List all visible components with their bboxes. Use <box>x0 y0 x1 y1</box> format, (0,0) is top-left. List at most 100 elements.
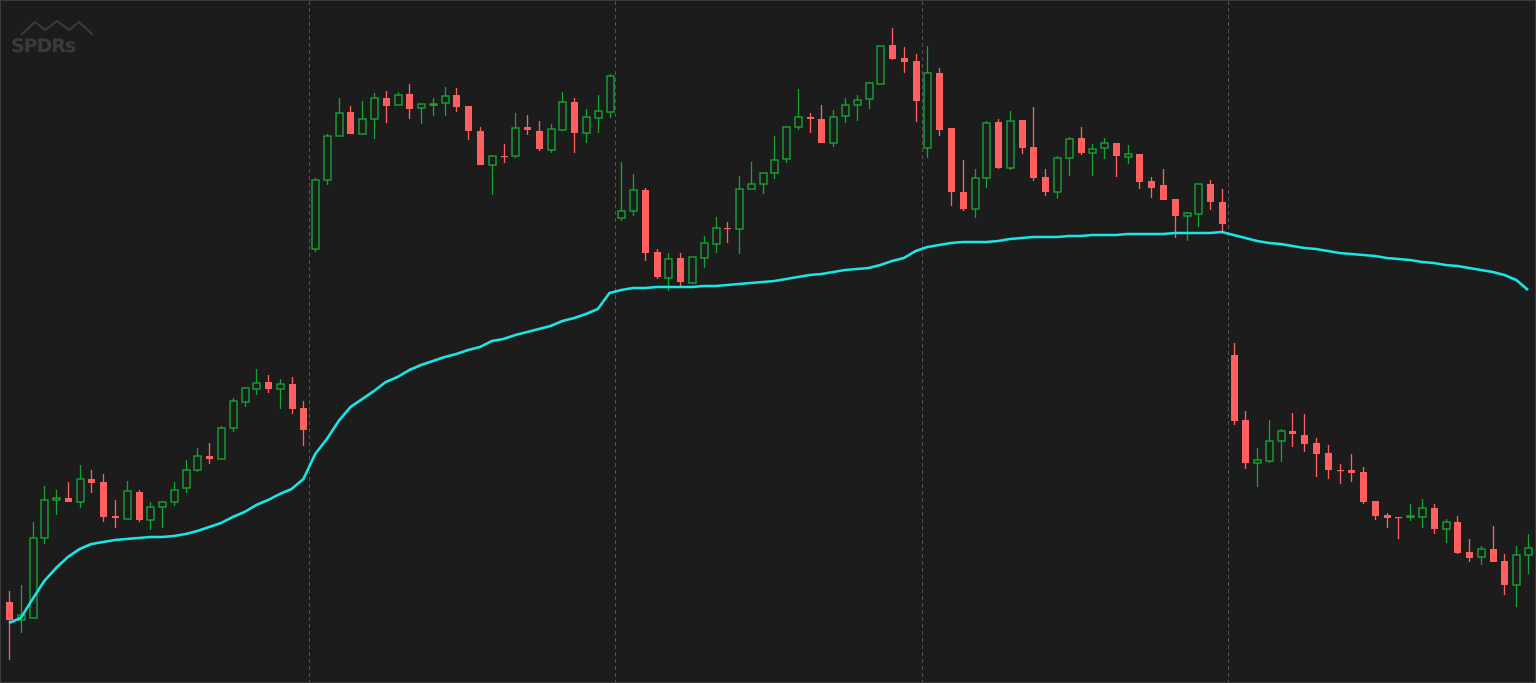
candle-body <box>642 190 649 253</box>
candle-body <box>40 499 49 539</box>
candle-up <box>182 460 191 493</box>
candle-body <box>1325 453 1332 470</box>
candle-up <box>1100 138 1109 159</box>
candle-body <box>594 110 603 119</box>
candle-body <box>193 455 202 471</box>
candle-up <box>335 98 344 137</box>
candle-body <box>1277 430 1286 442</box>
candle-body <box>1136 154 1143 182</box>
candle-body <box>1183 212 1192 217</box>
candle-up <box>629 174 638 216</box>
candle-down <box>1172 199 1179 238</box>
candle-body <box>276 383 285 390</box>
candle-up <box>688 256 697 284</box>
candle-up <box>1053 156 1062 199</box>
candle-body <box>206 456 213 459</box>
candle-body <box>664 258 673 279</box>
candle-up <box>1512 546 1521 607</box>
candle-down <box>524 115 531 135</box>
candle-body <box>688 256 697 284</box>
candle-down <box>1160 169 1167 200</box>
candle-down <box>818 105 825 143</box>
candle-body <box>700 242 709 259</box>
candle-body <box>76 478 85 503</box>
candle-body <box>136 492 143 520</box>
candle-up <box>40 486 49 544</box>
candle-up <box>617 162 626 221</box>
candle-down <box>300 401 307 446</box>
candle-body <box>536 131 543 149</box>
candle-up <box>1406 504 1415 521</box>
candle-body <box>995 122 1002 168</box>
candle-up <box>759 172 768 194</box>
candle-body <box>123 490 132 520</box>
logo-text: SPDRs <box>11 35 76 57</box>
candle-body <box>1078 138 1085 153</box>
candle-body <box>182 469 191 489</box>
candle-up <box>146 502 155 530</box>
candle-down <box>807 113 814 133</box>
candle-body <box>1006 120 1015 169</box>
candle-body <box>347 112 354 134</box>
candle-body <box>229 400 238 429</box>
candle-body <box>889 45 896 59</box>
candle-down <box>501 144 508 163</box>
candle-down <box>100 474 107 522</box>
candle-body <box>1431 508 1438 529</box>
candle-down <box>1136 154 1143 189</box>
candle-body <box>1207 184 1214 202</box>
candle-up <box>1442 519 1451 543</box>
candle-body <box>1501 561 1508 585</box>
candle-up <box>829 110 838 147</box>
candle-down <box>1395 517 1402 539</box>
candle-body <box>300 408 307 430</box>
candle-body <box>429 103 438 106</box>
candle-up <box>865 82 874 109</box>
candle-body <box>1289 431 1296 434</box>
candle-up <box>217 426 226 460</box>
candle-down <box>948 128 955 206</box>
candle-body <box>1100 142 1109 149</box>
candle-body <box>1372 501 1379 516</box>
candle-body <box>100 482 107 517</box>
candle-up <box>1253 448 1262 487</box>
candle-down <box>1325 445 1332 479</box>
candle-up <box>1065 137 1074 176</box>
candle-up <box>735 176 744 254</box>
candle-down <box>477 127 484 165</box>
candle-down <box>1454 516 1461 554</box>
candle-body <box>782 126 791 160</box>
candle-up <box>547 124 556 153</box>
candle-body <box>1301 435 1308 444</box>
candle-down <box>995 119 1002 169</box>
candle-down <box>265 375 272 393</box>
candle-down <box>1301 414 1308 452</box>
candle-down <box>654 249 661 279</box>
candle-body <box>265 382 272 389</box>
candle-body <box>501 156 508 158</box>
candle-body <box>417 103 426 109</box>
candle-body <box>488 155 497 166</box>
candle-up <box>1477 546 1486 565</box>
candle-body <box>241 387 250 403</box>
candle-up <box>1183 212 1192 241</box>
candle-body <box>158 501 167 508</box>
candle-up <box>417 103 426 124</box>
candle-body <box>1384 515 1391 518</box>
candle-body <box>547 128 556 151</box>
candle-down <box>642 188 649 261</box>
candle-down <box>960 160 967 211</box>
candle-down <box>453 88 460 112</box>
candle-body <box>1242 420 1249 463</box>
candle-up <box>241 387 250 407</box>
candle-body <box>865 82 874 100</box>
candle-body <box>1477 548 1486 558</box>
candle-down <box>1384 513 1391 528</box>
candle-body <box>524 127 531 130</box>
candle-up <box>1277 429 1286 462</box>
candle-body <box>948 128 955 192</box>
candle-down <box>889 28 896 60</box>
candle-body <box>289 384 296 409</box>
